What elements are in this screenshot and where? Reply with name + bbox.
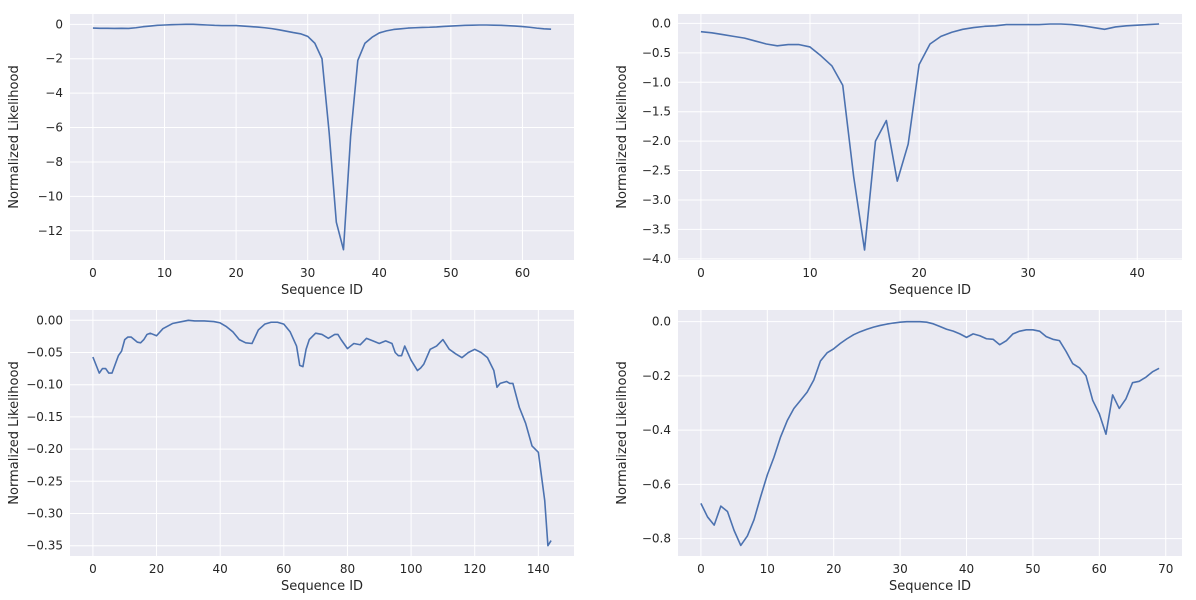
y-tick-label: −0.5 (642, 46, 671, 60)
y-tick-label: −0.15 (26, 410, 63, 424)
y-tick-label: −2 (45, 52, 63, 66)
plot-area (678, 310, 1182, 556)
x-tick-label: 20 (826, 562, 841, 576)
y-tick-label: −8 (45, 155, 63, 169)
y-axis-label: Normalized Likelihood (7, 361, 22, 504)
plot-area (678, 14, 1182, 260)
x-tick-label: 70 (1158, 562, 1173, 576)
y-tick-label: −3.5 (642, 222, 671, 236)
x-axis-label: Sequence ID (889, 283, 971, 298)
y-tick-label: −0.2 (642, 369, 671, 383)
y-tick-label: 0.0 (652, 16, 671, 30)
x-tick-label: 0 (697, 266, 705, 280)
y-tick-label: −3.0 (642, 193, 671, 207)
x-tick-label: 60 (276, 562, 291, 576)
subplot-bottom-right: 0 10 20 30 40 50 60 70 0.0 −0.2 −0.4 −0.6 −0.8 Sequen… (615, 310, 1182, 594)
x-tick-label: 60 (515, 266, 530, 280)
x-tick-label: 10 (760, 562, 775, 576)
x-tick-label: 40 (959, 562, 974, 576)
gridlines (70, 310, 574, 556)
x-axis-label: Sequence ID (281, 579, 363, 594)
y-tick-label: 0.00 (36, 313, 63, 327)
y-tick-label: −0.8 (642, 532, 671, 546)
x-tick-label: 0 (89, 562, 97, 576)
series-line (700, 23, 1160, 251)
x-tick-label: 10 (802, 266, 817, 280)
series-line (92, 319, 552, 547)
plot-area (70, 310, 574, 556)
y-tick-label: 0.0 (652, 315, 671, 329)
x-tick-label: 40 (213, 562, 228, 576)
y-tick-label: 0 (55, 17, 63, 31)
gridlines (70, 14, 574, 260)
x-tick-label: 20 (228, 266, 243, 280)
x-tick-label: 30 (892, 562, 907, 576)
y-tick-label: −0.05 (26, 346, 63, 360)
y-tick-label: −2.5 (642, 164, 671, 178)
x-tick-label: 50 (443, 266, 458, 280)
x-tick-label: 20 (149, 562, 164, 576)
x-tick-label: 0 (697, 562, 705, 576)
x-tick-label: 0 (89, 266, 97, 280)
y-tick-label: −4.0 (642, 252, 671, 266)
x-tick-label: 100 (400, 562, 423, 576)
subplot-bottom-left: 0 20 40 60 80 100 120 140 0.00 −0.05 −0.10 −0.15 −0.… (7, 310, 574, 594)
x-axis-label: Sequence ID (281, 283, 363, 298)
x-tick-label: 120 (463, 562, 486, 576)
y-tick-label: −6 (45, 121, 63, 135)
x-tick-label: 30 (300, 266, 315, 280)
plot-area (70, 14, 574, 260)
y-tick-label: −0.25 (26, 474, 63, 488)
subplot-top-left: 0 10 20 30 40 50 60 0 −2 −4 −6 −8 −10 −12 Sequence ID N… (7, 14, 574, 298)
x-tick-label: 50 (1025, 562, 1040, 576)
x-tick-label: 80 (340, 562, 355, 576)
series-line (700, 320, 1160, 547)
y-axis-label: Normalized Likelihood (615, 65, 630, 208)
gridlines (678, 310, 1182, 556)
x-tick-label: 30 (1021, 266, 1036, 280)
y-tick-label: −0.4 (642, 423, 671, 437)
y-tick-label: −12 (38, 224, 63, 238)
y-tick-label: −1.5 (642, 105, 671, 119)
y-tick-label: −4 (45, 86, 63, 100)
x-tick-label: 10 (157, 266, 172, 280)
y-axis-label: Normalized Likelihood (7, 65, 22, 208)
y-tick-label: −0.35 (26, 539, 63, 553)
y-tick-label: −10 (38, 189, 63, 203)
y-tick-label: −2.0 (642, 134, 671, 148)
x-axis-label: Sequence ID (889, 579, 971, 594)
x-tick-label: 20 (911, 266, 926, 280)
subplot-top-right: 0 10 20 30 40 0.0 −0.5 −1.0 −1.5 −2.0 −2.5 −3.0 −3.5… (615, 14, 1182, 298)
y-tick-label: −0.6 (642, 477, 671, 491)
x-tick-label: 60 (1092, 562, 1107, 576)
y-tick-label: −1.0 (642, 75, 671, 89)
series-line (92, 23, 552, 251)
x-tick-label: 40 (1130, 266, 1145, 280)
y-axis-label: Normalized Likelihood (615, 361, 630, 504)
y-tick-label: −0.30 (26, 506, 63, 520)
y-tick-label: −0.20 (26, 442, 63, 456)
gridlines (678, 14, 1182, 260)
x-tick-label: 140 (527, 562, 550, 576)
y-tick-label: −0.10 (26, 378, 63, 392)
x-tick-label: 40 (372, 266, 387, 280)
